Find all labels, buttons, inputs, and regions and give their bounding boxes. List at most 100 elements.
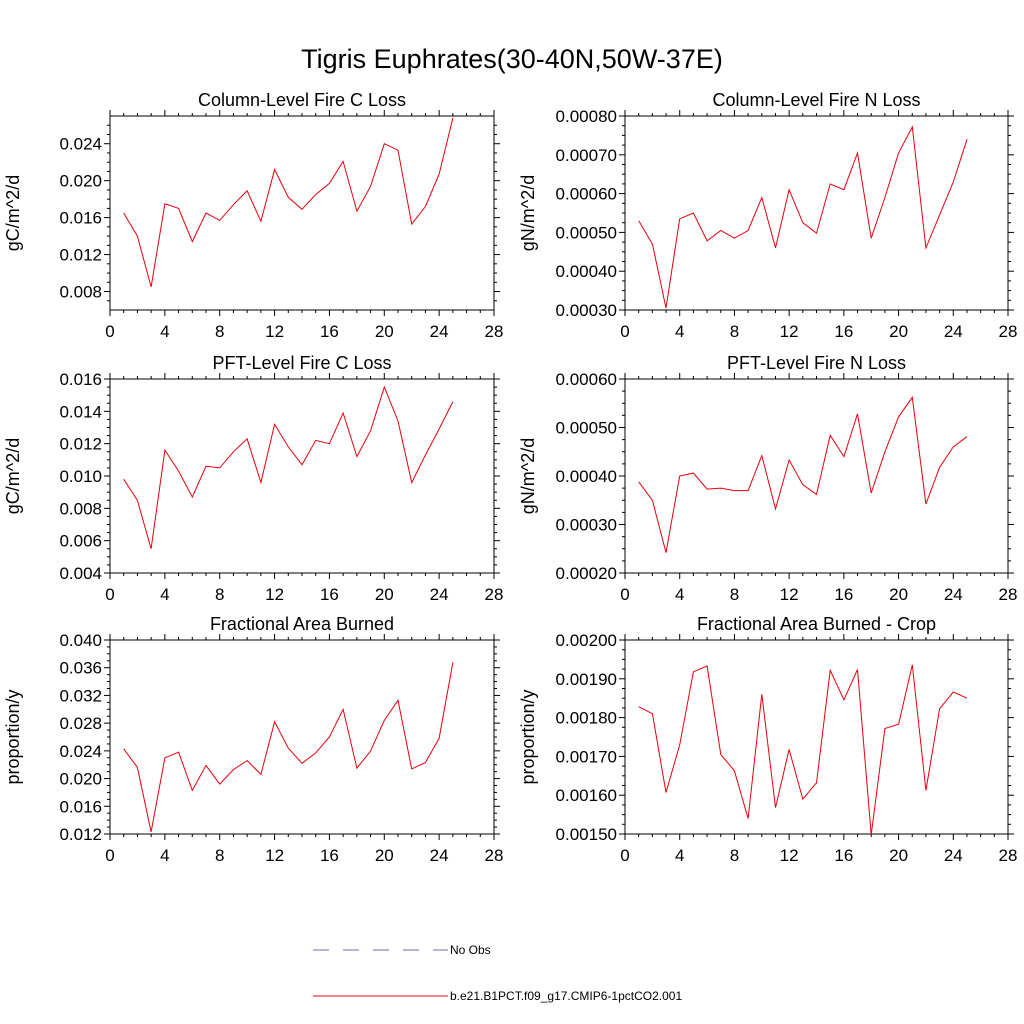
chart-3-xtick-label: 16	[320, 585, 339, 604]
chart-3-xtick-label: 0	[105, 585, 114, 604]
chart-6-frame	[624, 639, 1009, 835]
chart-2-ylabel: gN/m^2/d	[518, 175, 538, 251]
chart-panel-4: 0 4 8 12 16 20 24 28 0.00020 0.00030 0.00040 0.0005…	[518, 353, 1017, 604]
chart-panel-1: 0 4 8 12 16 20 24 28 0.008 0.012 0.016 0.020 0.024 Co…	[3, 90, 503, 341]
chart-4-ytick-label: 0.00030	[556, 516, 617, 535]
chart-5-xtick-label: 8	[215, 846, 224, 865]
chart-2-xtick-label: 24	[944, 322, 963, 341]
chart-1-xtick-label: 20	[375, 322, 394, 341]
chart-6-ylabel: proportion/y	[518, 689, 538, 784]
chart-6-ytick-label: 0.00180	[556, 709, 617, 728]
chart-4-series-line	[638, 396, 968, 553]
chart-6-xtick-label: 28	[999, 846, 1018, 865]
legend-label-model-run: b.e21.B1PCT.f09_g17.CMIP6-1pctCO2.001	[450, 989, 682, 1003]
chart-6-xtick-label: 4	[675, 846, 684, 865]
chart-6-xtick-label: 24	[944, 846, 963, 865]
chart-5-ytick-label: 0.012	[59, 825, 102, 844]
chart-6-ytick-label: 0.00150	[556, 825, 617, 844]
chart-2-xtick-label: 12	[780, 322, 799, 341]
chart-5-xtick-label: 16	[320, 846, 339, 865]
chart-1-frame	[109, 115, 495, 311]
chart-6-ytick-label: 0.00160	[556, 786, 617, 805]
chart-1-xtick-label: 8	[215, 322, 224, 341]
chart-2-xtick-label: 16	[834, 322, 853, 341]
chart-4-ytick-label: 0.00050	[556, 419, 617, 438]
chart-6-ytick-label: 0.00200	[556, 631, 617, 650]
chart-5-xtick-label: 12	[265, 846, 284, 865]
chart-3-xtick-label: 28	[485, 585, 504, 604]
chart-1-xtick-label: 16	[320, 322, 339, 341]
legend: No Obs b.e21.B1PCT.f09_g17.CMIP6-1pctCO2…	[313, 943, 682, 1003]
chart-2-series-line	[638, 125, 968, 309]
chart-3-ytick-label: 0.010	[59, 467, 102, 486]
chart-1-ytick-label: 0.008	[59, 283, 102, 302]
chart-3-title: PFT-Level Fire C Loss	[212, 353, 391, 373]
chart-3-xtick-label: 24	[430, 585, 449, 604]
chart-4-ytick-label: 0.00060	[556, 370, 617, 389]
chart-6-series-line	[638, 664, 968, 835]
chart-5-ytick-label: 0.028	[59, 714, 102, 733]
chart-1-xtick-label: 12	[265, 322, 284, 341]
chart-6-xtick-label: 20	[889, 846, 908, 865]
chart-2-frame	[624, 115, 1009, 311]
chart-2-ytick-label: 0.00040	[556, 262, 617, 281]
chart-panel-2: 0 4 8 12 16 20 24 28 0.00030 0.00040 0.00050 0.0006…	[518, 90, 1017, 341]
chart-1-series-line	[123, 117, 454, 288]
chart-6-xtick-label: 8	[730, 846, 739, 865]
chart-5-xtick-label: 24	[430, 846, 449, 865]
chart-2-ytick-label: 0.00080	[556, 107, 617, 126]
chart-3-ytick-label: 0.014	[59, 402, 102, 421]
chart-4-xtick-label: 8	[730, 585, 739, 604]
chart-3-series-line	[123, 385, 454, 549]
chart-1-xtick-label: 28	[485, 322, 504, 341]
chart-4-xtick-label: 24	[944, 585, 963, 604]
chart-3-ytick-label: 0.016	[59, 370, 102, 389]
chart-5-xtick-label: 0	[105, 846, 114, 865]
chart-6-xtick-label: 12	[780, 846, 799, 865]
chart-4-title: PFT-Level Fire N Loss	[727, 353, 906, 373]
chart-panel-3: 0 4 8 12 16 20 24 28 0.004 0.006 0.008 0.010 0.012 0.…	[3, 353, 503, 604]
chart-1-ytick-label: 0.024	[59, 135, 102, 154]
chart-5-ytick-label: 0.016	[59, 797, 102, 816]
chart-1-ytick-label: 0.016	[59, 209, 102, 228]
chart-5-xtick-label: 28	[485, 846, 504, 865]
chart-4-xtick-label: 4	[675, 585, 684, 604]
chart-4-ylabel: gN/m^2/d	[518, 438, 538, 514]
chart-3-ytick-label: 0.004	[59, 564, 102, 583]
chart-3-ylabel: gC/m^2/d	[3, 438, 23, 514]
chart-5-ytick-label: 0.024	[59, 742, 102, 761]
legend-label-no-obs: No Obs	[450, 943, 491, 957]
chart-2-ytick-label: 0.00070	[556, 146, 617, 165]
chart-5-ytick-label: 0.032	[59, 686, 102, 705]
chart-6-xtick-label: 0	[620, 846, 629, 865]
chart-2-xtick-label: 0	[620, 322, 629, 341]
chart-panel-6: 0 4 8 12 16 20 24 28 0.00150 0.00160 0.00170 0.0018…	[518, 614, 1017, 865]
chart-6-title: Fractional Area Burned - Crop	[697, 614, 936, 634]
chart-1-ylabel: gC/m^2/d	[3, 175, 23, 251]
chart-4-xtick-label: 12	[780, 585, 799, 604]
chart-1-xtick-label: 24	[430, 322, 449, 341]
chart-1-xtick-label: 0	[105, 322, 114, 341]
chart-5-ylabel: proportion/y	[3, 689, 23, 784]
chart-2-ytick-label: 0.00060	[556, 185, 617, 204]
chart-3-xtick-label: 4	[160, 585, 169, 604]
chart-5-ytick-label: 0.036	[59, 659, 102, 678]
chart-6-ytick-label: 0.00190	[556, 670, 617, 689]
chart-3-xtick-label: 8	[215, 585, 224, 604]
chart-2-title: Column-Level Fire N Loss	[712, 90, 920, 110]
chart-4-ytick-label: 0.00020	[556, 564, 617, 583]
chart-4-xtick-label: 28	[999, 585, 1018, 604]
chart-3-xtick-label: 12	[265, 585, 284, 604]
chart-3-xtick-label: 20	[375, 585, 394, 604]
chart-4-xtick-label: 0	[620, 585, 629, 604]
chart-1-ytick-label: 0.020	[59, 172, 102, 191]
chart-2-ytick-label: 0.00050	[556, 223, 617, 242]
chart-3-frame	[109, 378, 495, 574]
chart-3-ytick-label: 0.008	[59, 499, 102, 518]
chart-5-xtick-label: 4	[160, 846, 169, 865]
chart-2-ytick-label: 0.00030	[556, 301, 617, 320]
chart-2-xtick-label: 20	[889, 322, 908, 341]
chart-1-title: Column-Level Fire C Loss	[198, 90, 406, 110]
chart-4-ytick-label: 0.00040	[556, 467, 617, 486]
